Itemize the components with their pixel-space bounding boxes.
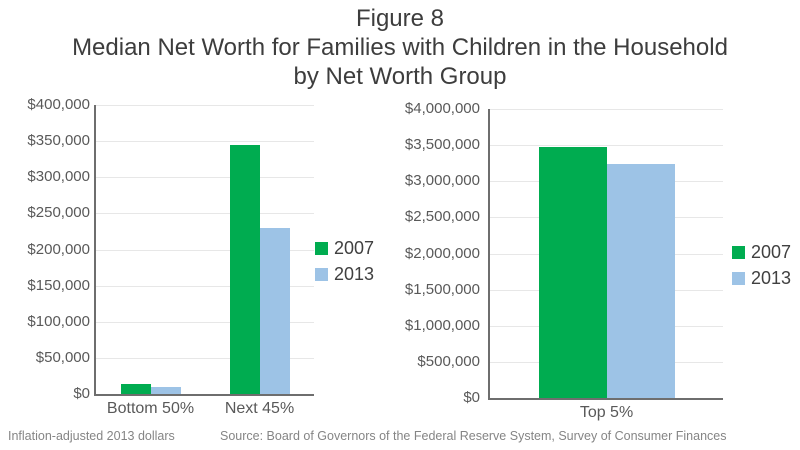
legend-item-2013: 2013 [732, 269, 791, 287]
y-axis-tick-label: $200,000 [27, 241, 90, 258]
legend-item-2007: 2007 [732, 243, 791, 261]
y-gridline [96, 177, 314, 178]
legend-label: 2013 [751, 268, 792, 288]
y-axis-tick-label: $2,000,000 [404, 245, 480, 262]
legend-item-2007: 2007 [315, 239, 374, 257]
figure-number: Figure 8 [355, 5, 445, 32]
y-axis-tick-label: $2,500,000 [404, 208, 480, 225]
plot-area [488, 109, 723, 400]
footnote-source: Source: Board of Governors of the Federa… [220, 429, 727, 443]
bar-2013-bottom-50- [151, 387, 181, 394]
y-axis-tick-label: $300,000 [27, 168, 90, 185]
legend-label: 2007 [334, 238, 375, 258]
y-axis-tick-label: $350,000 [27, 132, 90, 149]
legend: 2007 2013 [732, 243, 791, 295]
y-axis-tick-label: $1,500,000 [404, 281, 480, 298]
bar-2013-top-5- [607, 164, 675, 398]
y-axis-tick-label: $4,000,000 [404, 100, 480, 117]
y-gridline [490, 109, 723, 110]
bar-2007-top-5- [539, 147, 607, 398]
legend-item-2013: 2013 [315, 265, 374, 283]
y-axis-tick-label: $50,000 [35, 349, 90, 366]
y-axis-tick-label: $150,000 [27, 277, 90, 294]
y-gridline [96, 213, 314, 214]
y-axis-tick-label: $0 [463, 389, 480, 406]
y-axis-tick-label: $1,000,000 [404, 317, 480, 334]
figure-title-line2: Median Net Worth for Families with Child… [72, 34, 728, 61]
legend-swatch-icon [315, 267, 328, 281]
bar-2007-bottom-50- [121, 384, 151, 394]
legend-swatch-icon [732, 245, 745, 259]
legend-swatch-icon [732, 271, 745, 285]
y-gridline [96, 322, 314, 323]
y-gridline [96, 105, 314, 106]
y-axis-tick-label: $400,000 [27, 96, 90, 113]
footnote-inflation-adjusted: Inflation-adjusted 2013 dollars [8, 429, 175, 443]
x-axis-category-label: Top 5% [579, 404, 634, 421]
y-gridline [96, 250, 314, 251]
y-axis-tick-label: $100,000 [27, 313, 90, 330]
figure-title-line3: by Net Worth Group [293, 63, 507, 90]
x-axis-category-label: Bottom 50% [106, 400, 195, 417]
legend-swatch-icon [315, 241, 328, 255]
x-axis-category-label: Next 45% [224, 400, 295, 417]
y-gridline [96, 286, 314, 287]
legend-label: 2007 [751, 242, 792, 262]
bar-2007-next-45- [230, 145, 260, 394]
y-gridline [490, 145, 723, 146]
y-gridline [96, 141, 314, 142]
y-axis-tick-label: $3,000,000 [404, 172, 480, 189]
legend: 2007 2013 [315, 239, 374, 291]
y-gridline [96, 358, 314, 359]
figure-title: Figure 8 Median Net Worth for Families w… [0, 4, 800, 91]
legend-label: 2013 [334, 264, 375, 284]
plot-area [94, 105, 314, 396]
y-axis-tick-label: $3,500,000 [404, 136, 480, 153]
bar-2013-next-45- [260, 228, 290, 394]
y-axis-tick-label: $250,000 [27, 204, 90, 221]
y-axis-tick-label: $0 [73, 385, 90, 402]
y-axis-tick-label: $500,000 [417, 353, 480, 370]
